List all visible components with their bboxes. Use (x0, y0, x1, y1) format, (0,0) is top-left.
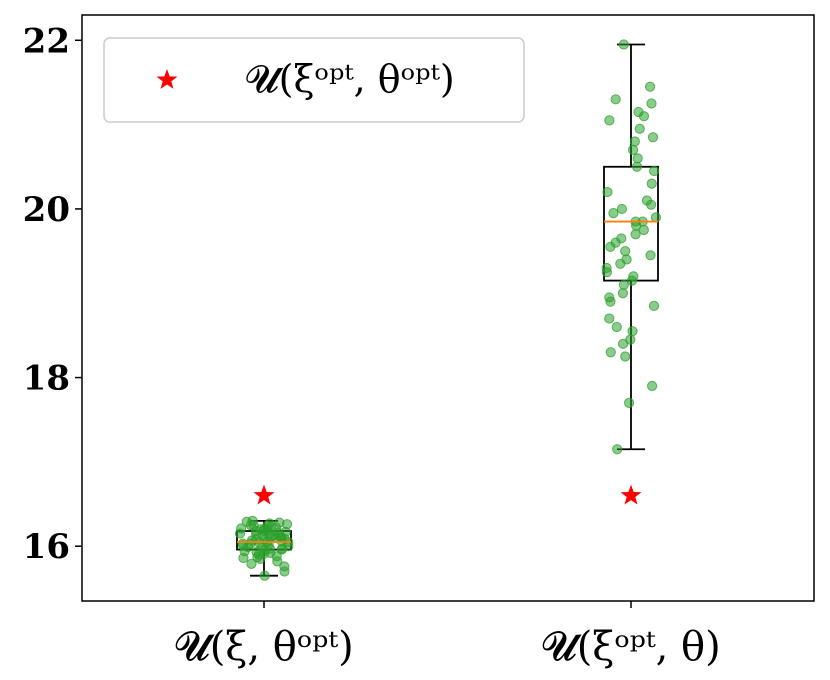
data-point (608, 208, 619, 219)
data-point (632, 153, 643, 164)
data-point (602, 186, 613, 198)
data-point (631, 161, 643, 172)
legend-box (103, 37, 525, 123)
data-point (647, 380, 658, 392)
y-tick-label: 16 (23, 527, 70, 567)
data-point (617, 338, 629, 349)
y-tick-label: 18 (23, 359, 70, 399)
data-point (601, 267, 612, 278)
data-point (605, 296, 616, 307)
data-point (238, 552, 249, 564)
data-point (248, 520, 259, 531)
data-point (627, 326, 638, 337)
data-point (236, 523, 247, 534)
data-point (604, 313, 615, 324)
data-point (618, 279, 629, 290)
data-point (629, 136, 640, 147)
data-point (274, 517, 285, 528)
data-point (610, 94, 621, 105)
data-point (649, 165, 660, 177)
data-point (605, 241, 616, 252)
data-point (646, 199, 657, 210)
data-point (272, 556, 283, 567)
data-point (618, 39, 629, 50)
data-point (646, 98, 657, 109)
data-point (616, 203, 627, 215)
data-point (634, 123, 645, 134)
legend-star-icon (156, 69, 178, 89)
data-point (638, 111, 650, 122)
data-point (630, 229, 641, 240)
data-point (246, 558, 257, 570)
data-point (647, 132, 659, 143)
data-point (612, 444, 623, 455)
legend: 𝓤(ξᵒᵖᵗ, θᵒᵖᵗ) (103, 37, 525, 123)
data-point (276, 544, 287, 555)
data-point (237, 538, 248, 549)
data-point (627, 144, 639, 156)
data-point (617, 288, 628, 299)
data-point (646, 178, 657, 189)
y-tick-label: 22 (23, 21, 70, 61)
data-point (644, 81, 656, 92)
x-tick-label: 𝓤(ξᵒᵖᵗ, θ) (541, 624, 720, 670)
data-point (620, 245, 631, 257)
legend-label: 𝓤(ξᵒᵖᵗ, θᵒᵖᵗ) (245, 57, 455, 101)
data-point (251, 547, 262, 558)
data-point (648, 300, 660, 311)
data-point (620, 351, 631, 362)
data-point (645, 250, 656, 261)
data-point (605, 347, 616, 358)
data-point (626, 275, 638, 286)
data-point (259, 570, 270, 581)
data-point (650, 212, 662, 223)
data-point (263, 528, 274, 539)
data-point (611, 321, 622, 333)
star-marker (253, 484, 275, 505)
data-point (604, 115, 615, 126)
data-point (615, 258, 626, 269)
y-tick-label: 20 (23, 190, 70, 230)
star-marker (620, 484, 642, 505)
x-tick-label: 𝓤(ξ, θᵒᵖᵗ) (174, 624, 353, 670)
data-point (638, 224, 649, 236)
data-point (623, 397, 635, 408)
data-point (264, 543, 275, 554)
data-point (279, 566, 290, 577)
